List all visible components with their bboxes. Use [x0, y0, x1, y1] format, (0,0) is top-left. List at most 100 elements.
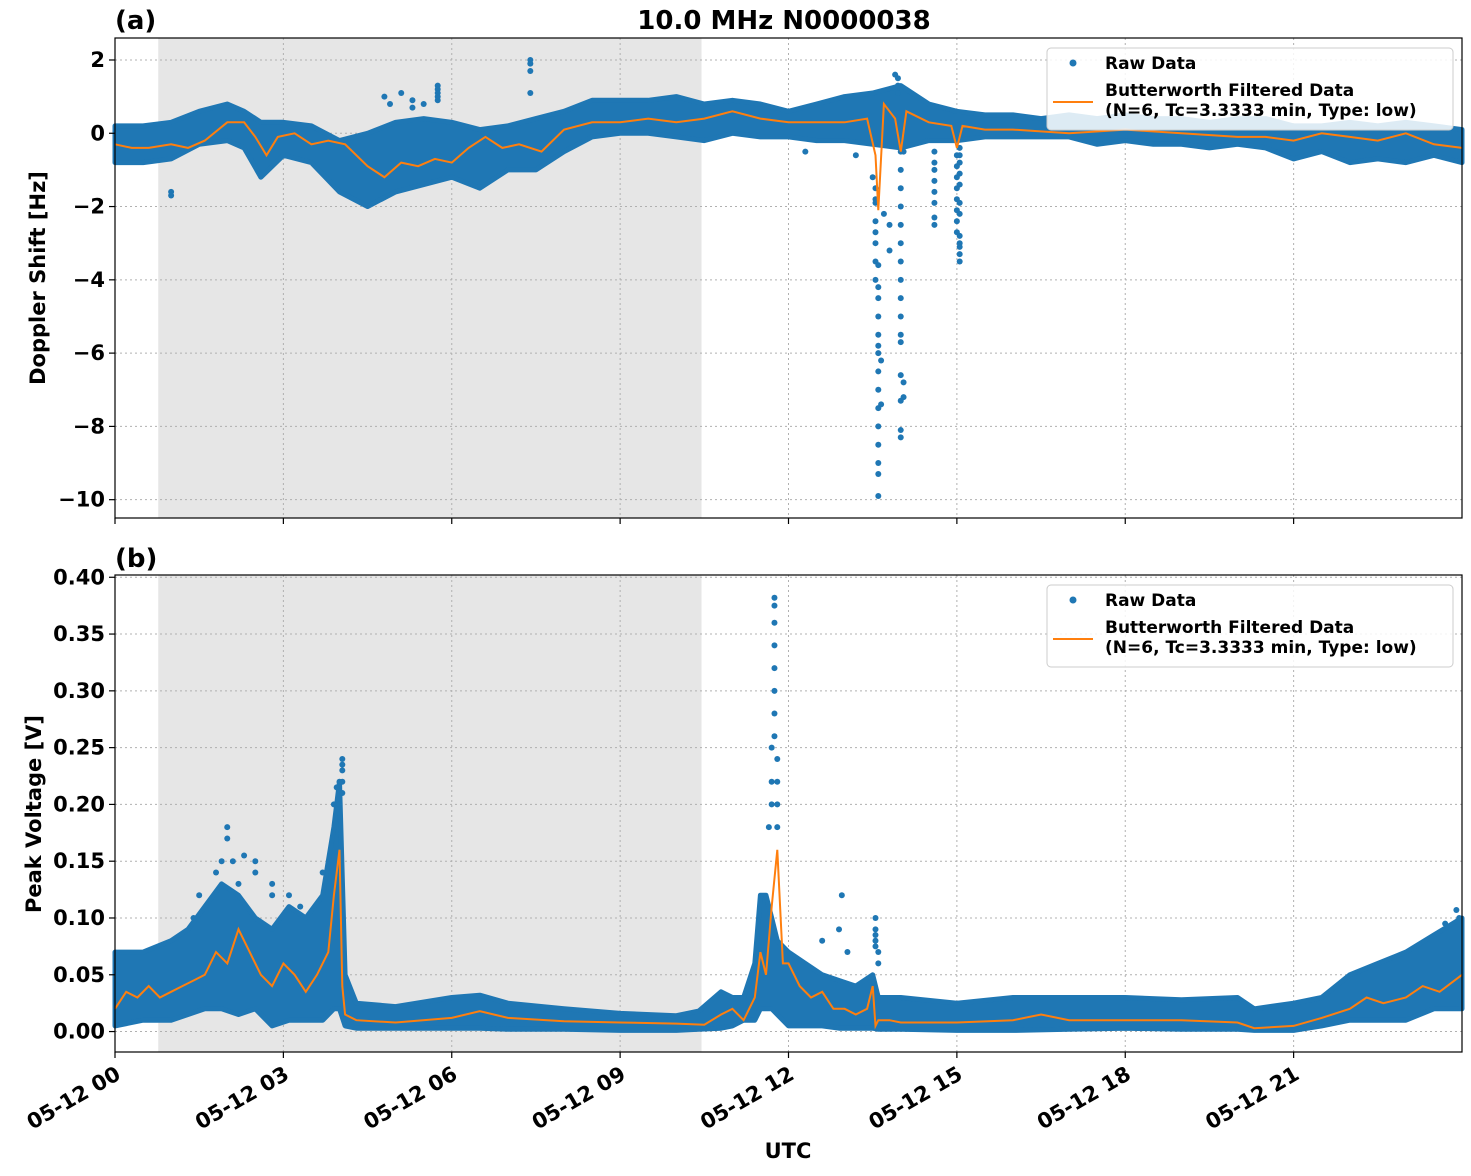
y-tick-label: −2	[73, 195, 105, 219]
raw-data-points	[168, 56, 963, 500]
raw-data-point	[956, 258, 963, 265]
raw-data-point	[339, 755, 346, 762]
raw-data-point	[875, 284, 882, 291]
y-tick-label: 2	[90, 48, 105, 72]
raw-data-point	[836, 926, 843, 933]
raw-data-point	[771, 687, 778, 694]
x-tick-label: 05-12 21	[1201, 1062, 1303, 1135]
y-axis-ticks: 0.00 0.05 0.10 0.15 0.20 0.25 0.30 0.35 0.40	[53, 565, 115, 1044]
raw-data-point	[269, 880, 276, 887]
y-tick-label: 0.05	[53, 963, 105, 987]
raw-data-point	[894, 75, 901, 82]
y-tick-label: 0.10	[53, 906, 105, 930]
raw-data-point	[297, 903, 304, 910]
raw-data-point	[897, 331, 904, 338]
raw-data-point	[196, 892, 203, 899]
raw-data-point	[241, 852, 248, 859]
raw-data-point	[953, 218, 960, 225]
y-axis-label: Doppler Shift [Hz]	[26, 171, 50, 385]
raw-data-point	[420, 100, 427, 107]
raw-data-point	[931, 214, 938, 221]
raw-data-point	[886, 221, 893, 228]
y-tick-label: 0.20	[53, 792, 105, 816]
x-tick-label: 05-12 15	[865, 1062, 967, 1135]
raw-data-point	[931, 159, 938, 166]
legend-label-raw: Raw Data	[1105, 54, 1196, 74]
raw-data-point	[872, 276, 879, 283]
raw-data-point	[956, 199, 963, 206]
raw-data-point	[897, 185, 904, 192]
raw-data-point	[897, 276, 904, 283]
raw-data-point	[330, 801, 337, 808]
filtered-data-line	[114, 849, 1463, 1030]
raw-data-point	[333, 784, 340, 791]
x-axis-ticks	[114, 518, 1295, 524]
raw-data-point	[768, 801, 775, 808]
raw-data-point	[229, 858, 236, 865]
raw-data-point	[224, 835, 231, 842]
figure-title: 10.0 MHz N0000038	[637, 6, 930, 36]
raw-data-point	[872, 229, 879, 236]
raw-data-point	[852, 152, 859, 159]
raw-data-point	[168, 192, 175, 199]
raw-data-point	[886, 247, 893, 254]
raw-data-point	[956, 243, 963, 250]
raw-data-point	[875, 331, 882, 338]
raw-data-point	[838, 892, 845, 899]
raw-data-point	[875, 262, 882, 269]
raw-data-point	[381, 93, 388, 100]
raw-data-point	[771, 710, 778, 717]
legend-label-filter-params: (N=6, Tc=3.3333 min, Type: low)	[1105, 101, 1417, 121]
raw-data-points	[190, 594, 1463, 967]
raw-data-point	[897, 339, 904, 346]
raw-data-point	[875, 471, 882, 478]
raw-data-point	[875, 493, 882, 500]
panel-peak-voltage: 0.00 0.05 0.10 0.15 0.20 0.25 0.30 0.35 0.40 05-…	[22, 544, 1465, 1163]
raw-data-point	[897, 166, 904, 173]
raw-data-point	[894, 89, 901, 96]
raw-data-point	[875, 386, 882, 393]
y-axis-ticks: 2 0 −2 −4 −6 −8 −10	[58, 48, 115, 512]
raw-data-point	[771, 642, 778, 649]
raw-data-point	[872, 937, 879, 944]
x-tick-label: 05-12 03	[191, 1062, 293, 1135]
legend-box	[1046, 47, 1454, 131]
raw-data-point	[897, 427, 904, 434]
raw-data-point	[956, 210, 963, 217]
raw-data-point	[252, 869, 259, 876]
raw-data-point	[900, 394, 907, 401]
raw-data-point	[872, 914, 879, 921]
raw-data-point	[339, 790, 346, 797]
raw-data-point	[875, 350, 882, 357]
raw-data-point	[875, 295, 882, 302]
y-tick-label: −8	[73, 414, 105, 438]
raw-data-point	[190, 914, 197, 921]
raw-data-point	[875, 423, 882, 430]
raw-data-point	[774, 801, 781, 808]
raw-data-point	[900, 379, 907, 386]
raw-data-point	[252, 858, 259, 865]
x-tick-label: 05-12 12	[696, 1062, 798, 1135]
x-tick-label: 05-12 09	[528, 1062, 630, 1135]
raw-data-point	[956, 251, 963, 258]
legend-label-filtered: Butterworth Filtered Data	[1105, 81, 1354, 101]
raw-data-point	[894, 82, 901, 89]
panel-doppler-shift: 2 0 −2 −4 −6 −8 −10 (a) Doppler Shift [Hz] Raw…	[26, 6, 1465, 524]
raw-data-point	[774, 824, 781, 831]
raw-data-point	[872, 240, 879, 247]
legend-marker-raw	[1069, 596, 1077, 604]
raw-data-point	[285, 892, 292, 899]
y-tick-label: 0	[90, 121, 105, 145]
panel-label: (a)	[115, 6, 156, 36]
y-tick-label: 0.25	[53, 736, 105, 760]
raw-data-point	[897, 434, 904, 441]
x-axis-label: UTC	[765, 1139, 812, 1163]
raw-data-point	[872, 926, 879, 933]
raw-data-point	[1456, 914, 1463, 921]
raw-data-point	[872, 932, 879, 939]
y-axis-label: Peak Voltage [V]	[22, 715, 46, 913]
raw-data-point	[878, 357, 885, 364]
raw-data-point	[931, 188, 938, 195]
y-tick-label: −6	[73, 341, 105, 365]
y-tick-label: −10	[58, 488, 105, 512]
